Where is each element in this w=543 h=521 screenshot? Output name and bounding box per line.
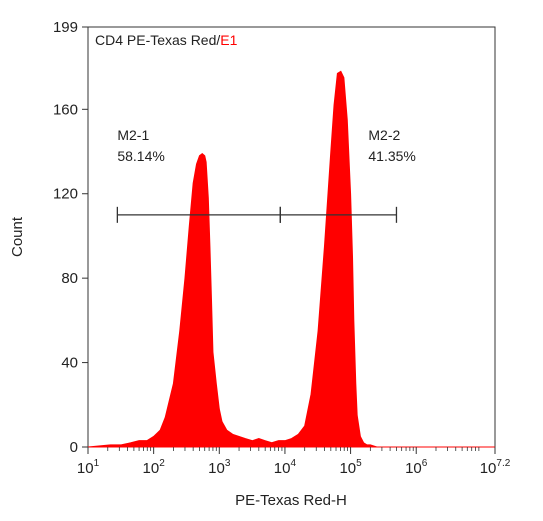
x-axis-label: PE-Texas Red-H <box>235 492 347 509</box>
x-tick-label: 107.2 <box>480 458 511 477</box>
x-tick-label: 101 <box>77 458 100 477</box>
y-tick-label: 80 <box>61 270 78 287</box>
x-tick-label: 105 <box>339 458 362 477</box>
plot-border <box>87 26 496 448</box>
y-axis-ticks: 0 40 80 120 160 199 <box>53 19 88 456</box>
gate-label-1: M2-1 <box>117 127 149 143</box>
x-axis-ticks: 101 102 103 104 105 106 107.2 <box>77 447 511 477</box>
x-tick-label: 102 <box>143 458 166 477</box>
y-tick-label: 0 <box>70 439 78 456</box>
y-axis-label: Count <box>9 216 26 257</box>
x-tick-label: 103 <box>208 458 231 477</box>
y-tick-label: 160 <box>53 101 78 118</box>
histogram-area <box>87 70 495 448</box>
gate-percent-2: 41.35% <box>368 148 415 164</box>
y-tick-label: 199 <box>53 19 78 36</box>
y-tick-label: 40 <box>61 355 78 372</box>
y-tick-label: 120 <box>53 186 78 203</box>
x-tick-label: 106 <box>405 458 428 477</box>
gate-label-2: M2-2 <box>368 127 400 143</box>
gate-percent-1: 58.14% <box>117 148 164 164</box>
chart-title: CD4 PE-Texas Red/E1 <box>95 32 238 48</box>
histogram-series-0 <box>87 70 495 448</box>
plot-frame <box>87 26 496 448</box>
x-tick-label: 104 <box>274 458 297 477</box>
marker-gates: M2-1 58.14% M2-2 41.35% <box>116 127 416 223</box>
title-highlight: E1 <box>220 32 237 48</box>
title-prefix: CD4 PE-Texas Red/ <box>95 32 220 48</box>
